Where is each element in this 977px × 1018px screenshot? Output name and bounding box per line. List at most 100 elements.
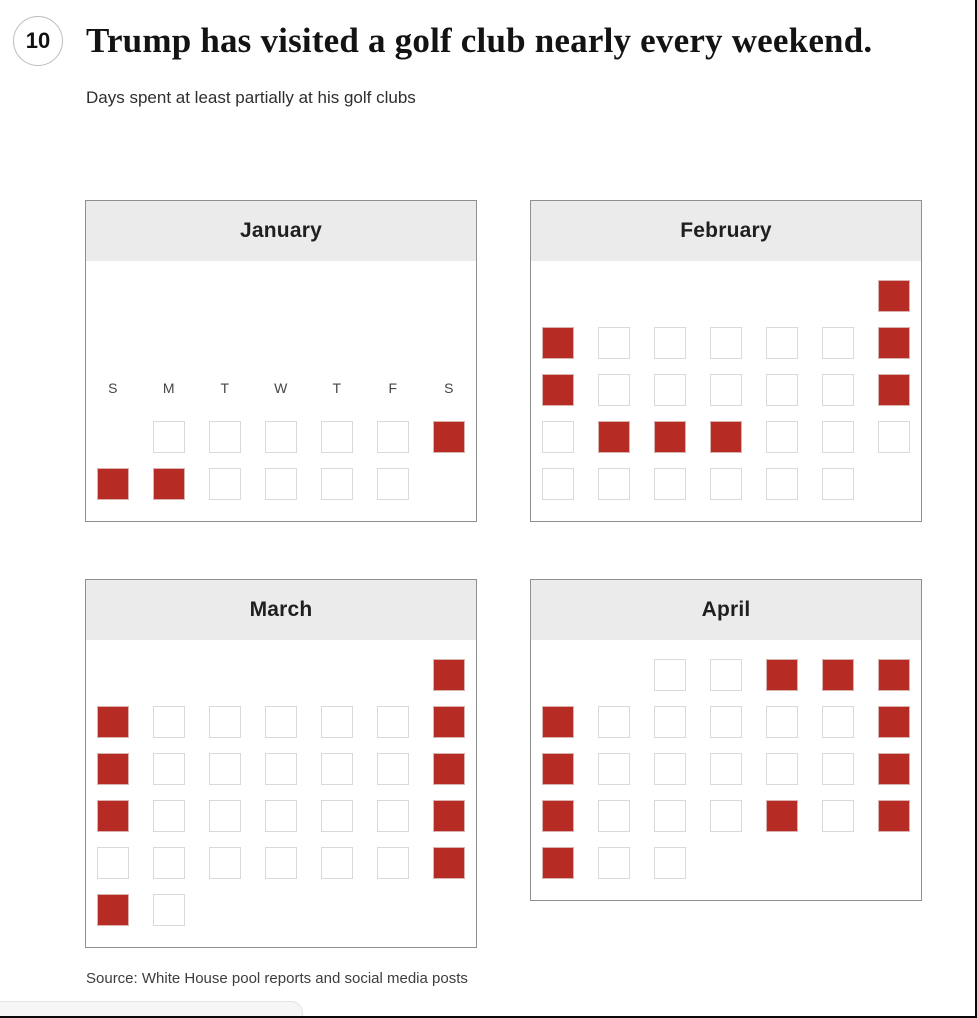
day-cell-golf <box>822 659 854 691</box>
calendar-week-row <box>96 659 466 691</box>
day-cell-empty <box>766 706 798 738</box>
month-day-grid <box>86 640 476 947</box>
calendar-grid: January S M T W T F S February March April <box>85 200 922 948</box>
day-cell-empty <box>97 847 129 879</box>
day-of-week-label: F <box>388 380 398 396</box>
month-header: January <box>86 201 476 261</box>
calendar-panel-february: February <box>530 200 922 522</box>
calendar-panel-january: January S M T W T F S <box>85 200 477 522</box>
day-cell-empty <box>153 706 185 738</box>
calendar-week-row <box>541 706 911 738</box>
day-cell-empty <box>377 706 409 738</box>
day-cell-empty <box>321 468 353 500</box>
day-cell-golf <box>766 659 798 691</box>
day-cell-empty <box>766 327 798 359</box>
day-cell-golf <box>153 468 185 500</box>
month-header: February <box>531 201 921 261</box>
day-cell-empty <box>878 421 910 453</box>
day-cell-empty <box>209 706 241 738</box>
day-cell-golf <box>542 374 574 406</box>
day-cell-empty <box>654 800 686 832</box>
day-cell-empty <box>766 374 798 406</box>
calendar-week-row <box>96 894 466 926</box>
day-cell-empty <box>598 327 630 359</box>
day-cell-empty <box>766 753 798 785</box>
day-of-week-label: T <box>220 380 230 396</box>
day-cell-golf <box>97 894 129 926</box>
day-cell-golf <box>654 421 686 453</box>
day-cell-empty <box>321 800 353 832</box>
calendar-week-row <box>541 280 911 312</box>
calendar-week-row <box>96 706 466 738</box>
calendar-week-row <box>541 327 911 359</box>
calendar-week-row <box>541 659 911 691</box>
calendar-panel-april: April <box>530 579 922 901</box>
day-cell-empty <box>766 421 798 453</box>
day-of-week-label: S <box>108 380 118 396</box>
day-cell-empty <box>654 327 686 359</box>
day-cell-empty <box>153 421 185 453</box>
day-cell-empty <box>710 753 742 785</box>
day-cell-golf <box>542 706 574 738</box>
day-cell-empty <box>377 753 409 785</box>
day-cell-golf <box>766 800 798 832</box>
day-cell-golf <box>710 421 742 453</box>
day-cell-golf <box>598 421 630 453</box>
day-cell-empty <box>654 468 686 500</box>
month-name: February <box>680 219 772 242</box>
calendar-week-row <box>541 421 911 453</box>
day-cell-empty <box>822 374 854 406</box>
calendar-week-row <box>96 800 466 832</box>
day-cell-golf <box>97 468 129 500</box>
day-cell-empty <box>209 421 241 453</box>
day-cell-empty <box>321 847 353 879</box>
day-cell-empty <box>710 659 742 691</box>
month-header: April <box>531 580 921 640</box>
day-cell-empty <box>822 753 854 785</box>
day-cell-golf <box>433 847 465 879</box>
item-number: 10 <box>25 28 51 53</box>
day-cell-empty <box>377 800 409 832</box>
day-cell-empty <box>377 847 409 879</box>
day-cell-empty <box>321 706 353 738</box>
day-of-week-label: S <box>444 380 454 396</box>
day-cell-golf <box>878 374 910 406</box>
day-cell-empty <box>265 706 297 738</box>
day-cell-empty <box>710 374 742 406</box>
month-day-grid <box>531 261 921 521</box>
day-cell-empty <box>377 468 409 500</box>
day-cell-empty <box>654 659 686 691</box>
day-cell-golf <box>433 659 465 691</box>
calendar-week-row <box>541 374 911 406</box>
day-of-week-label: M <box>162 380 176 396</box>
day-of-week-label: W <box>274 380 288 396</box>
day-cell-empty <box>153 847 185 879</box>
day-cell-empty <box>822 421 854 453</box>
day-cell-empty <box>153 800 185 832</box>
source-note: Source: White House pool reports and soc… <box>86 970 468 987</box>
month-name: April <box>701 598 751 621</box>
day-cell-golf <box>97 800 129 832</box>
calendar-panel-march: March <box>85 579 477 948</box>
day-cell-empty <box>377 421 409 453</box>
calendar-week-row <box>96 753 466 785</box>
day-cell-empty <box>598 374 630 406</box>
day-cell-golf <box>878 327 910 359</box>
day-cell-empty <box>209 800 241 832</box>
calendar-week-row <box>96 421 466 453</box>
day-cell-empty <box>766 468 798 500</box>
day-cell-golf <box>433 421 465 453</box>
day-cell-empty <box>598 847 630 879</box>
day-cell-empty <box>598 706 630 738</box>
day-cell-empty <box>710 706 742 738</box>
day-cell-empty <box>822 706 854 738</box>
day-cell-empty <box>654 374 686 406</box>
day-cell-golf <box>433 706 465 738</box>
day-cell-golf <box>878 659 910 691</box>
day-cell-empty <box>710 327 742 359</box>
day-cell-golf <box>433 800 465 832</box>
day-cell-empty <box>598 468 630 500</box>
day-cell-empty <box>598 753 630 785</box>
